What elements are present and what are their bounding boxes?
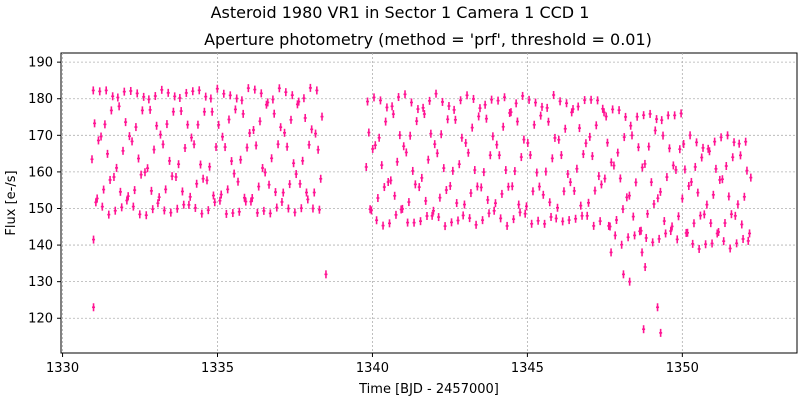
chart-suptitle: Asteroid 1980 VR1 in Sector 1 Camera 1 C… [211,3,590,22]
y-tick-label: 140 [28,239,53,254]
y-axis-ticks: 120 130 140 150 160 170 180 190 [28,56,61,327]
x-tick-label: 1340 [356,361,389,376]
x-tick-label: 1330 [46,361,79,376]
y-axis-label: Flux [e-/s] [4,170,19,235]
x-tick-label: 1335 [201,361,234,376]
y-tick-label: 150 [28,202,53,217]
y-tick-label: 160 [28,165,53,180]
plot-area [60,52,798,354]
y-tick-label: 180 [28,92,53,107]
x-axis-ticks: 1330 1335 1340 1345 1350 [46,353,699,376]
chart-title: Aperture photometry (method = 'prf', thr… [204,30,652,49]
x-tick-label: 1345 [511,361,544,376]
y-tick-label: 170 [28,129,53,144]
grid-lines [61,53,797,353]
y-tick-label: 190 [28,56,53,71]
data-points [90,83,753,337]
y-tick-label: 130 [28,275,53,290]
x-tick-label: 1350 [666,361,699,376]
y-tick-label: 120 [28,312,53,327]
x-axis-label: Time [BJD - 2457000] [358,382,499,397]
